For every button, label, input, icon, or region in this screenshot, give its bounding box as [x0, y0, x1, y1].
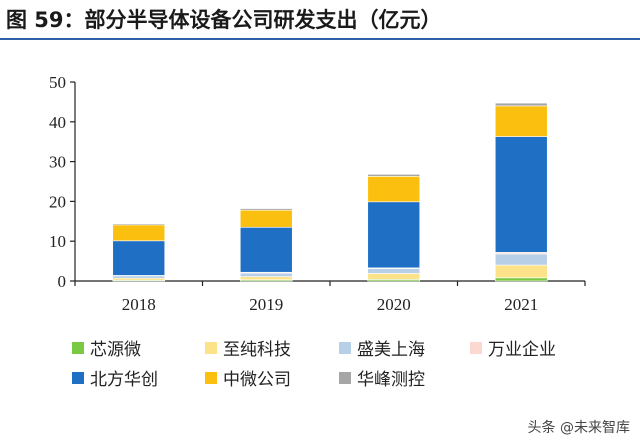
legend-swatch: [72, 371, 84, 384]
x-tick-label: 2020: [377, 295, 411, 314]
bar-segment: [239, 208, 293, 211]
legend-label: 盛美上海: [357, 340, 425, 360]
bar-segment: [367, 268, 421, 274]
y-tick-label: 50: [49, 73, 66, 92]
legend-swatch: [339, 341, 351, 354]
legend-label: 华峰测控: [357, 370, 425, 390]
bar-segment: [494, 253, 548, 266]
legend-swatch: [72, 341, 84, 354]
legend-item: 至纯科技: [205, 335, 291, 360]
x-tick-label: 2019: [249, 295, 283, 314]
legend-label: 中微公司: [223, 370, 291, 390]
legend-swatch: [470, 341, 482, 354]
legend-label: 芯源微: [90, 340, 141, 360]
legend-item: 芯源微: [72, 335, 141, 360]
bar-segment: [112, 223, 166, 226]
bar-segment: [494, 105, 548, 137]
watermark: 头条 @未来智库: [527, 420, 630, 436]
bar-segment: [367, 201, 421, 269]
legend-item: 华峰测控: [339, 365, 425, 390]
bar-segment: [112, 224, 166, 242]
header: 图 59：部分半导体设备公司研发支出（亿元）: [0, 0, 640, 40]
y-tick-label: 40: [49, 113, 66, 132]
legend-swatch: [205, 341, 217, 354]
bar-segment: [494, 277, 548, 282]
bar-segment: [112, 275, 166, 279]
x-tick-label: 2021: [504, 295, 538, 314]
bar-segment: [494, 136, 548, 253]
legend-label: 北方华创: [90, 370, 158, 390]
bar-segment: [239, 209, 293, 228]
legend-item: 盛美上海: [339, 335, 425, 360]
legend-swatch: [205, 371, 217, 384]
y-tick-label: 20: [49, 192, 66, 211]
bar-segment: [367, 273, 421, 280]
legend-item: 中微公司: [205, 365, 291, 390]
legend-label: 至纯科技: [223, 340, 291, 360]
stacked-bar-chart: 0 10 20 30 40 50 2018 2019 2020 2021: [49, 73, 586, 314]
bar-segment: [239, 272, 293, 277]
y-tick-label: 30: [49, 153, 66, 172]
title-underline: [0, 38, 640, 40]
bar-segment: [494, 264, 548, 279]
legend-swatch: [339, 371, 351, 384]
legend-item: 北方华创: [72, 365, 158, 390]
bar-segment: [112, 240, 166, 276]
bar-segment: [239, 276, 293, 281]
y-tick-label: 0: [58, 272, 67, 291]
legend-item: 万业企业: [470, 335, 556, 360]
y-tick-label: 10: [49, 232, 66, 251]
bar-segment: [367, 176, 421, 203]
x-tick-label: 2018: [122, 295, 156, 314]
chart-title: 图 59：部分半导体设备公司研发支出（亿元）: [6, 8, 442, 32]
legend-label: 万业企业: [488, 340, 556, 360]
bar-segment: [239, 226, 293, 273]
bar-segment: [494, 102, 548, 107]
bar-segment: [367, 174, 421, 177]
